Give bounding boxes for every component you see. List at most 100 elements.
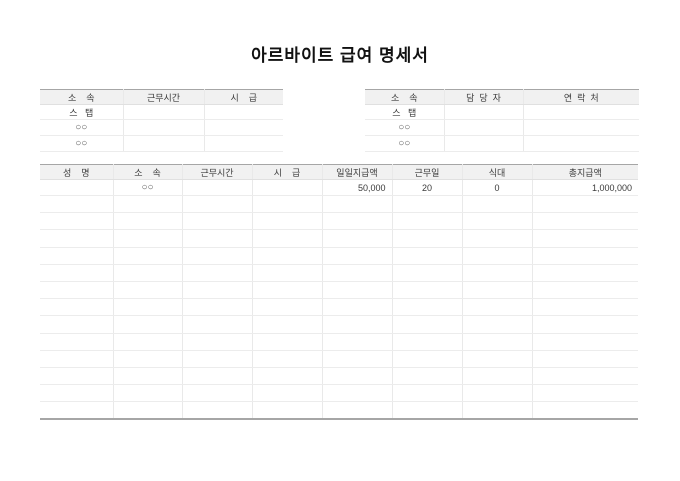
cell-empty (122, 104, 204, 120)
cell-empty (531, 247, 638, 265)
cell-empty (461, 333, 532, 351)
table-header-row: 소 속 근무시간 시 급 (40, 89, 283, 105)
table-row: ○○ (365, 135, 639, 152)
cell-empty (251, 212, 322, 231)
cell-empty (531, 401, 638, 420)
cell-empty (112, 333, 182, 351)
cell-empty (531, 281, 638, 300)
header-manager: 담 당 자 (443, 89, 523, 105)
cell-empty (391, 264, 462, 282)
cell-empty (321, 315, 392, 334)
header-work-hours: 근무시간 (122, 89, 204, 105)
header-affiliation: 소 속 (112, 164, 182, 180)
cell-placeholder: ○○ (365, 135, 444, 152)
payroll-empty-row (40, 281, 638, 300)
cell-empty (203, 104, 283, 120)
cell-empty (181, 195, 252, 214)
cell-empty (321, 264, 392, 282)
page-title: 아르바이트 급여 명세서 (251, 46, 429, 65)
cell-empty (391, 333, 462, 351)
header-work-days: 근무일 (391, 164, 462, 180)
cell-staff-label: 스 탭 (365, 104, 444, 120)
header-daily-pay: 일일지급액 (321, 164, 392, 180)
cell-empty (40, 212, 113, 231)
cell-empty (461, 298, 532, 317)
cell-empty (112, 350, 182, 368)
header-total-pay: 총지급액 (531, 164, 638, 180)
cell-empty (181, 401, 252, 420)
header-meal-allowance: 식대 (461, 164, 532, 180)
cell-empty (321, 195, 392, 214)
table-row: 스 탭 (40, 104, 283, 120)
cell-empty (321, 333, 392, 351)
payroll-empty-row (40, 298, 638, 317)
header-contact: 연 락 처 (522, 89, 639, 105)
cell-name (40, 179, 113, 196)
cell-empty (181, 384, 252, 403)
payroll-empty-row (40, 212, 638, 231)
cell-empty (321, 298, 392, 317)
payroll-empty-row (40, 333, 638, 351)
cell-empty (251, 384, 322, 403)
payroll-empty-row (40, 229, 638, 248)
cell-work-days: 20 (391, 179, 462, 196)
cell-empty (181, 367, 252, 386)
cell-empty (112, 229, 182, 248)
cell-empty (181, 281, 252, 300)
cell-empty (391, 195, 462, 214)
header-affiliation: 소 속 (40, 89, 123, 105)
cell-empty (531, 264, 638, 282)
staff-contact-info-table: 소 속 담 당 자 연 락 처 스 탭 ○○ ○○ (365, 89, 639, 152)
cell-empty (531, 229, 638, 248)
cell-empty (40, 367, 113, 386)
cell-empty (251, 315, 322, 334)
cell-empty (391, 350, 462, 368)
cell-empty (531, 315, 638, 334)
cell-empty (251, 247, 322, 265)
cell-empty (112, 247, 182, 265)
cell-empty (181, 247, 252, 265)
cell-empty (531, 350, 638, 368)
table-row: ○○ (40, 135, 283, 152)
cell-empty (321, 401, 392, 420)
cell-empty (181, 333, 252, 351)
cell-empty (112, 195, 182, 214)
cell-empty (531, 195, 638, 214)
cell-empty (391, 212, 462, 231)
cell-empty (181, 315, 252, 334)
cell-empty (531, 333, 638, 351)
staff-wage-info-table: 소 속 근무시간 시 급 스 탭 ○○ ○○ (40, 89, 283, 152)
cell-affiliation: ○○ (112, 179, 182, 196)
cell-empty (40, 229, 113, 248)
table-row: ○○ (40, 119, 283, 136)
header-name: 성 명 (40, 164, 113, 180)
table-header-row: 소 속 담 당 자 연 락 처 (365, 89, 639, 105)
cell-empty (461, 315, 532, 334)
cell-empty (391, 247, 462, 265)
cell-empty (461, 264, 532, 282)
cell-empty (112, 212, 182, 231)
payroll-empty-row (40, 401, 638, 420)
cell-empty (112, 281, 182, 300)
cell-empty (40, 247, 113, 265)
cell-empty (181, 229, 252, 248)
cell-empty (251, 401, 322, 420)
cell-empty (531, 212, 638, 231)
payroll-empty-row (40, 247, 638, 265)
cell-empty (40, 384, 113, 403)
cell-empty (321, 367, 392, 386)
cell-empty (391, 229, 462, 248)
cell-empty (40, 401, 113, 420)
cell-empty (461, 247, 532, 265)
cell-empty (40, 264, 113, 282)
cell-empty (112, 384, 182, 403)
cell-empty (461, 281, 532, 300)
cell-empty (181, 264, 252, 282)
cell-empty (40, 298, 113, 317)
cell-empty (461, 229, 532, 248)
payroll-empty-row (40, 367, 638, 386)
cell-empty (321, 247, 392, 265)
cell-empty (40, 195, 113, 214)
cell-empty (181, 298, 252, 317)
cell-empty (251, 229, 322, 248)
